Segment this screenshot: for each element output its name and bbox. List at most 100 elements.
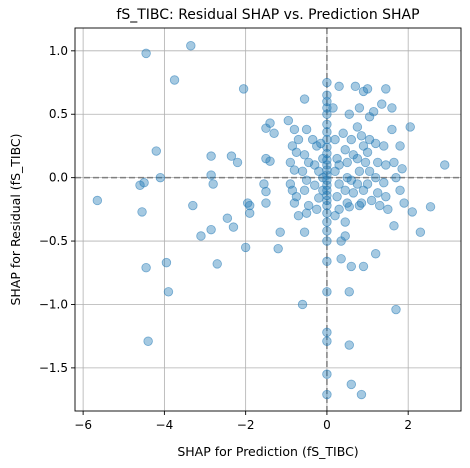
- data-point: [375, 200, 385, 211]
- data-point: [322, 148, 332, 159]
- data-point: [364, 166, 375, 177]
- data-point: [354, 103, 365, 113]
- data-points: [92, 41, 450, 400]
- data-point: [397, 164, 407, 174]
- data-point: [322, 236, 332, 246]
- data-point: [301, 208, 312, 218]
- data-point: [322, 389, 332, 400]
- data-point: [232, 157, 243, 168]
- data-point: [163, 287, 174, 297]
- data-point: [322, 195, 332, 206]
- data-point: [265, 118, 275, 128]
- data-point: [332, 191, 342, 202]
- data-point: [322, 190, 332, 201]
- data-point: [322, 217, 332, 227]
- data-point: [285, 157, 296, 168]
- data-point: [377, 99, 387, 109]
- data-point: [151, 146, 161, 156]
- data-point: [322, 336, 332, 346]
- reference-lines: [75, 28, 461, 411]
- data-point: [322, 185, 332, 196]
- x-tick-label: 0: [323, 418, 331, 432]
- data-point: [289, 198, 300, 208]
- data-point: [405, 122, 415, 132]
- data-point: [330, 210, 340, 221]
- data-point: [330, 134, 340, 145]
- y-tick-label: 0.0: [49, 171, 68, 185]
- data-point: [289, 165, 300, 175]
- x-tick-label: 2: [404, 418, 412, 432]
- data-point: [358, 261, 369, 272]
- data-point: [366, 195, 377, 206]
- data-point: [328, 103, 338, 113]
- y-tick-label: −1.0: [39, 297, 68, 311]
- data-point: [196, 231, 206, 241]
- data-point: [275, 227, 285, 237]
- data-point: [362, 147, 373, 157]
- data-point: [265, 156, 275, 166]
- plot-frame: [74, 27, 462, 412]
- data-point: [297, 299, 308, 310]
- data-point: [356, 198, 367, 208]
- y-tick-label: 1.0: [49, 44, 68, 58]
- y-axis-ticks: −1.5 −1.0 −0.5 0.0 0.5 1.0: [39, 44, 75, 375]
- data-point: [379, 178, 389, 188]
- chart-title: fS_TIBC: Residual SHAP vs. Prediction SH…: [116, 7, 419, 23]
- y-tick-label: 0.5: [49, 107, 68, 121]
- data-point: [299, 94, 310, 104]
- data-point: [208, 179, 218, 189]
- data-point: [322, 256, 332, 267]
- data-point: [293, 134, 304, 145]
- data-point: [383, 204, 393, 215]
- data-point: [169, 75, 180, 85]
- data-point: [228, 222, 239, 232]
- data-point: [289, 124, 300, 135]
- data-point: [389, 157, 399, 168]
- data-point: [356, 389, 367, 400]
- data-point: [291, 147, 302, 157]
- data-point: [212, 259, 222, 269]
- data-point: [373, 157, 383, 168]
- data-point: [340, 145, 350, 155]
- data-point: [245, 208, 255, 218]
- data-point: [389, 221, 399, 231]
- data-point: [303, 200, 314, 211]
- data-point: [143, 336, 153, 346]
- data-point: [222, 213, 233, 223]
- data-point: [206, 224, 216, 235]
- data-point: [299, 227, 310, 237]
- data-point: [362, 84, 373, 94]
- y-axis-label: SHAP for Residual (fS_TIBC): [8, 133, 23, 305]
- data-point: [293, 210, 304, 221]
- data-point: [322, 127, 332, 137]
- data-point: [226, 151, 237, 161]
- data-point: [322, 160, 332, 170]
- data-point: [381, 191, 391, 202]
- x-axis-ticks: −6 −4 −2 0 2: [74, 411, 412, 432]
- data-point: [240, 242, 251, 253]
- data-point: [314, 193, 324, 203]
- data-point: [391, 304, 401, 315]
- data-point: [379, 141, 389, 151]
- data-point: [381, 84, 391, 94]
- data-point: [387, 103, 397, 113]
- data-point: [340, 217, 350, 227]
- data-point: [350, 81, 361, 92]
- data-point: [425, 202, 436, 212]
- data-point: [316, 138, 326, 149]
- data-point: [322, 77, 332, 88]
- data-point: [352, 153, 363, 164]
- data-point: [141, 48, 151, 59]
- data-point: [322, 119, 332, 130]
- data-point: [141, 262, 151, 273]
- data-point: [338, 128, 348, 138]
- data-point: [161, 257, 172, 268]
- x-tick-label: −4: [156, 418, 174, 432]
- data-point: [322, 287, 332, 297]
- data-point: [344, 202, 354, 212]
- data-point: [346, 134, 356, 145]
- data-point: [387, 124, 397, 135]
- data-point: [186, 41, 196, 51]
- data-point: [155, 172, 166, 183]
- plot-background: [75, 28, 461, 411]
